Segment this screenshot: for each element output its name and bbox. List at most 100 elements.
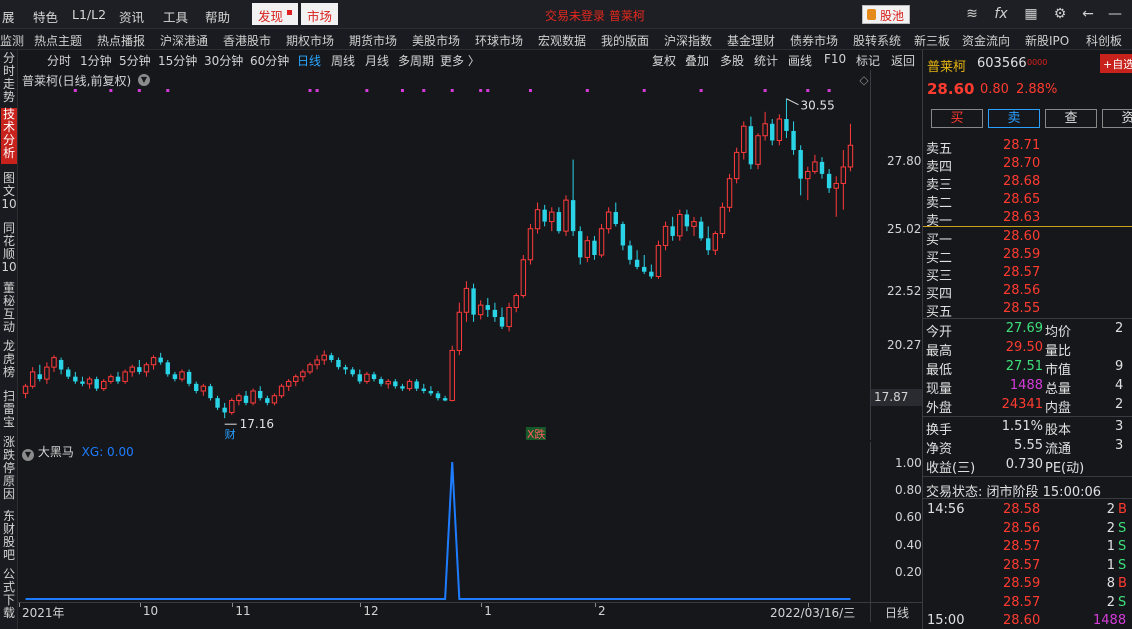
gear-icon[interactable]: ⚙ (1053, 6, 1067, 22)
menu-item-features[interactable]: 特色 (33, 10, 59, 25)
sidebar-item-technical[interactable]: 技术分析 (1, 108, 17, 164)
minimize-icon[interactable]: — (1108, 6, 1122, 22)
candle-body (336, 359, 341, 368)
nav-item-indices[interactable]: 沪深指数 (664, 34, 713, 48)
ask-row[interactable]: 卖四 28.70 (923, 155, 1132, 175)
tool-overlay[interactable]: 叠加 (685, 54, 710, 68)
stat-value: 3 (1115, 419, 1124, 434)
bid-row[interactable]: 买五 28.55 (923, 300, 1132, 320)
candle-body (805, 171, 811, 180)
date-tick-label: 2021年 (22, 606, 65, 620)
sidebar-item-formula[interactable]: 公式下载 (2, 567, 15, 620)
indicator-chevron-icon[interactable]: ▼ (22, 449, 34, 461)
quote-panel: 普莱柯 603566 0000 +自选 28.60 0.80 2.88% 买 卖… (922, 50, 1132, 629)
candle-body (66, 369, 71, 377)
nav-item-bonds[interactable]: 债券市场 (790, 34, 839, 48)
nav-item-transfer[interactable]: 股转系统 (853, 34, 902, 48)
nav-item-neeq[interactable]: 新三板 (914, 34, 951, 48)
period-daily[interactable]: 日线 (297, 54, 322, 68)
menu-item-help[interactable]: 帮助 (205, 10, 231, 25)
funds-button[interactable]: 资 (1102, 109, 1132, 128)
period-weekly[interactable]: 周线 (331, 54, 356, 68)
ask-row[interactable]: 卖五 28.71 (923, 137, 1132, 157)
menu-item-news[interactable]: 资讯 (119, 10, 145, 25)
period-60min[interactable]: 60分钟 (250, 54, 290, 68)
nav-item-global[interactable]: 环球市场 (475, 34, 524, 48)
indicator-chart[interactable] (18, 442, 870, 602)
tool-f10[interactable]: F10 (824, 52, 847, 66)
back-arrow-icon[interactable]: ← (1082, 6, 1094, 22)
tab-discover[interactable]: 发现 (252, 3, 299, 25)
menu-item-level[interactable]: L1/L2 (72, 7, 107, 22)
stock-pool-button[interactable]: 股池 (862, 5, 910, 24)
menu-item-tools[interactable]: 工具 (163, 10, 189, 25)
nav-item-monitor[interactable]: 监测 (0, 34, 25, 48)
nav-item-star[interactable]: 科创板 (1086, 34, 1123, 48)
price-change-pct: 2.88% (1016, 82, 1058, 97)
formula-icon[interactable]: fx (994, 6, 1008, 22)
add-watchlist-button[interactable]: +自选 (1100, 54, 1132, 73)
tick-price: 28.57 (1003, 557, 1041, 573)
nav-item-hot-broadcast[interactable]: 热点播报 (97, 34, 146, 48)
sell-button[interactable]: 卖 (988, 109, 1040, 128)
sidebar-item-minesweeper[interactable]: 扫雷宝 (2, 389, 15, 429)
tool-adjust[interactable]: 复权 (652, 54, 677, 68)
candle-body (86, 378, 93, 385)
date-tick-label: 2022/03/16/三 (770, 606, 856, 620)
sidebar-item-forum[interactable]: 东财股吧 (2, 509, 15, 562)
nav-item-us-stocks[interactable]: 美股市场 (412, 34, 461, 48)
diamond-icon[interactable]: ◇ (859, 73, 869, 87)
menu-item-zhan[interactable]: 展 (2, 10, 15, 25)
nav-item-capital-flow[interactable]: 资金流向 (962, 34, 1011, 48)
sidebar-item-timeshare[interactable]: 分时走势 (2, 51, 15, 104)
ask-row[interactable]: 卖三 28.68 (923, 173, 1132, 193)
ask-row[interactable]: 卖一 28.63 (923, 209, 1132, 229)
query-button[interactable]: 查 (1045, 109, 1097, 128)
bid-row[interactable]: 买二 28.59 (923, 246, 1132, 266)
period-timeshare[interactable]: 分时 (47, 54, 72, 68)
tool-multistock[interactable]: 多股 (720, 54, 745, 68)
period-5min[interactable]: 5分钟 (119, 54, 151, 68)
nav-item-hot-topics[interactable]: 热点主题 (34, 34, 83, 48)
stock-name: 普莱柯 (927, 60, 967, 75)
sidebar-item-dragon-list[interactable]: 龙虎榜 (2, 339, 15, 379)
buy-button[interactable]: 买 (931, 109, 983, 128)
ask-row[interactable]: 卖二 28.65 (923, 191, 1132, 211)
bid-row[interactable]: 买一 28.60 (923, 228, 1132, 248)
candle-body (222, 407, 227, 413)
nav-item-futures[interactable]: 期货市场 (349, 34, 398, 48)
bid-row[interactable]: 买三 28.57 (923, 264, 1132, 284)
sidebar-item-graphic[interactable]: 图文10 (1, 171, 17, 211)
candlestick-chart[interactable]: 30.55 17.16 财 X跌 (18, 70, 870, 440)
tool-back[interactable]: 返回 (891, 54, 916, 68)
candle-body (307, 364, 313, 373)
chevron-down-icon[interactable]: ▼ (138, 74, 150, 86)
nav-item-connect[interactable]: 沪深港通 (160, 34, 209, 48)
nav-item-macro[interactable]: 宏观数据 (538, 34, 587, 48)
stat-value: 0.730 (1005, 457, 1043, 472)
tool-mark[interactable]: 标记 (856, 54, 881, 68)
nav-item-options[interactable]: 期权市场 (286, 34, 335, 48)
tool-draw[interactable]: 画线 (788, 54, 813, 68)
tick-direction: S (1118, 594, 1127, 610)
period-more[interactable]: 更多 〉 (440, 54, 480, 68)
candle-body (542, 209, 547, 222)
period-multi[interactable]: 多周期 (398, 54, 435, 68)
period-1min[interactable]: 1分钟 (80, 54, 112, 68)
layers-icon[interactable]: ≋ (966, 6, 978, 22)
period-monthly[interactable]: 月线 (365, 54, 390, 68)
nav-item-ipo[interactable]: 新股IPO (1025, 34, 1070, 48)
stat-value: 29.50 (1005, 340, 1043, 355)
nav-item-funds[interactable]: 基金理财 (727, 34, 776, 48)
tool-stats[interactable]: 统计 (754, 54, 779, 68)
nav-item-my-layout[interactable]: 我的版面 (601, 34, 650, 48)
tab-market[interactable]: 市场 (301, 3, 339, 25)
grid-icon[interactable]: ▦ (1024, 6, 1038, 22)
sidebar-item-secretary[interactable]: 董秘互动 (2, 281, 15, 334)
sidebar-item-ths[interactable]: 同花顺10 (1, 221, 17, 274)
period-15min[interactable]: 15分钟 (158, 54, 198, 68)
nav-item-hk-stocks[interactable]: 香港股市 (223, 34, 272, 48)
sidebar-item-limit-reason[interactable]: 涨跌停原因 (2, 435, 15, 501)
period-30min[interactable]: 30分钟 (204, 54, 244, 68)
bid-row[interactable]: 买四 28.56 (923, 282, 1132, 302)
